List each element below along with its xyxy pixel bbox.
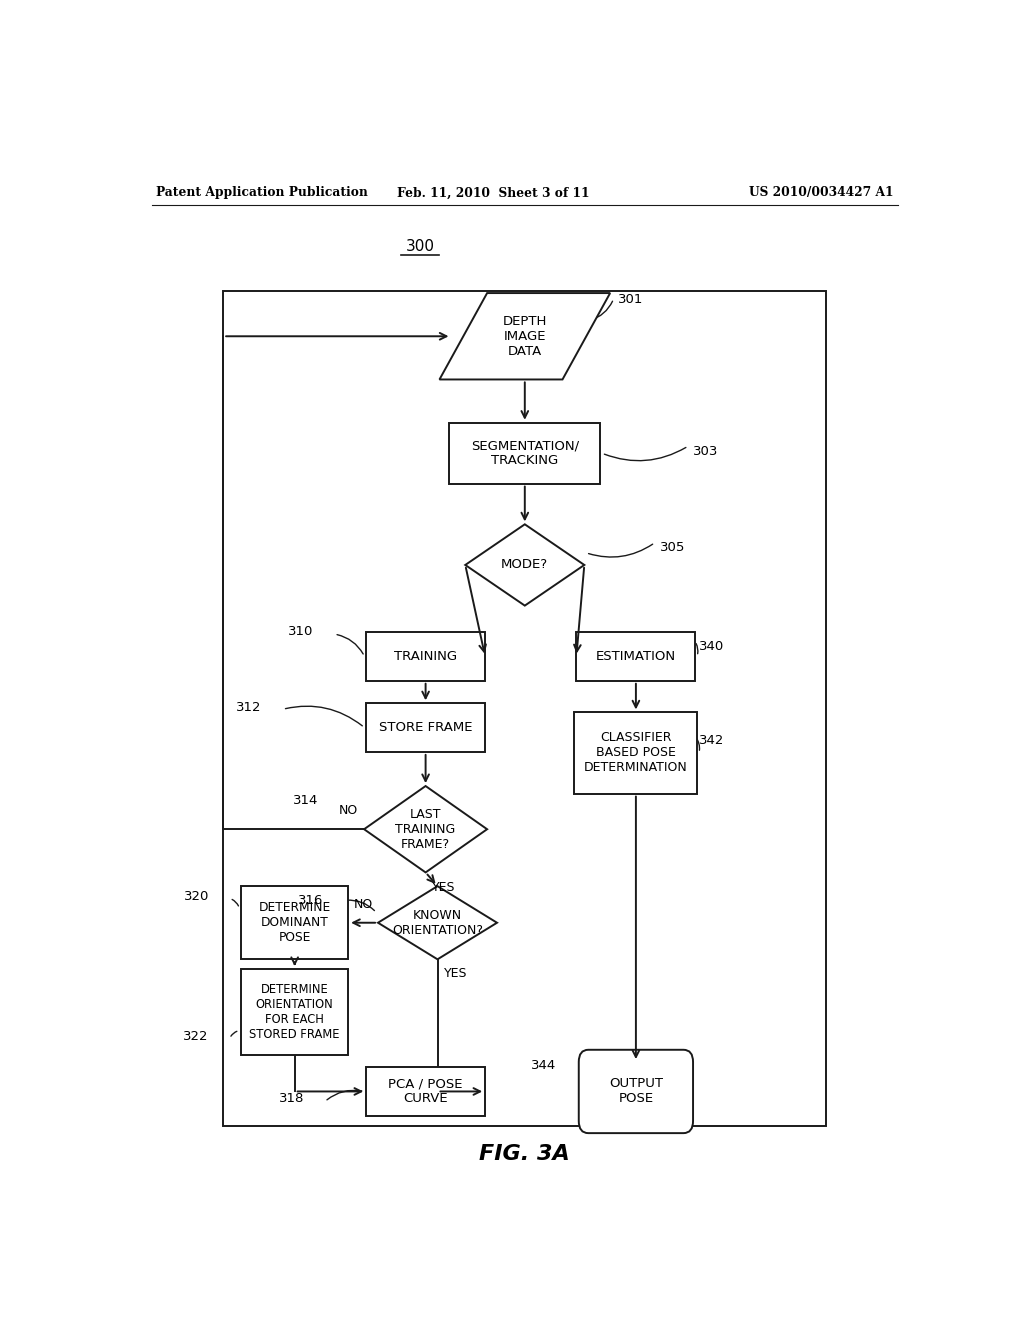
Text: 342: 342 <box>699 734 725 747</box>
Text: DEPTH
IMAGE
DATA: DEPTH IMAGE DATA <box>503 314 547 358</box>
Text: 305: 305 <box>659 541 685 554</box>
FancyBboxPatch shape <box>241 886 348 960</box>
Text: 300: 300 <box>406 239 434 253</box>
Text: ESTIMATION: ESTIMATION <box>596 649 676 663</box>
FancyBboxPatch shape <box>579 1049 693 1133</box>
FancyBboxPatch shape <box>367 1067 485 1115</box>
FancyBboxPatch shape <box>574 713 697 793</box>
Text: 301: 301 <box>618 293 644 306</box>
Polygon shape <box>465 524 585 606</box>
Text: MODE?: MODE? <box>501 558 549 572</box>
Text: 318: 318 <box>279 1092 304 1105</box>
Text: NO: NO <box>354 898 373 911</box>
Text: Feb. 11, 2010  Sheet 3 of 11: Feb. 11, 2010 Sheet 3 of 11 <box>397 186 589 199</box>
Text: DETERMINE
DOMINANT
POSE: DETERMINE DOMINANT POSE <box>258 902 331 944</box>
Text: STORE FRAME: STORE FRAME <box>379 721 472 734</box>
FancyBboxPatch shape <box>577 632 695 681</box>
Text: DETERMINE
ORIENTATION
FOR EACH
STORED FRAME: DETERMINE ORIENTATION FOR EACH STORED FR… <box>250 983 340 1041</box>
FancyBboxPatch shape <box>241 969 348 1056</box>
Text: YES: YES <box>443 968 467 981</box>
Text: 312: 312 <box>236 701 261 714</box>
Text: 303: 303 <box>693 445 719 458</box>
Text: 320: 320 <box>183 890 209 903</box>
Polygon shape <box>365 785 487 873</box>
FancyBboxPatch shape <box>367 704 485 752</box>
Text: SEGMENTATION/
TRACKING: SEGMENTATION/ TRACKING <box>471 440 579 467</box>
FancyBboxPatch shape <box>450 422 600 483</box>
Text: LAST
TRAINING
FRAME?: LAST TRAINING FRAME? <box>395 808 456 850</box>
Text: YES: YES <box>432 880 456 894</box>
Text: 310: 310 <box>288 624 313 638</box>
Polygon shape <box>378 886 497 960</box>
Text: OUTPUT
POSE: OUTPUT POSE <box>609 1077 663 1105</box>
Text: 340: 340 <box>699 640 725 653</box>
Text: 344: 344 <box>531 1059 557 1072</box>
Text: KNOWN
ORIENTATION?: KNOWN ORIENTATION? <box>392 908 483 937</box>
Text: CLASSIFIER
BASED POSE
DETERMINATION: CLASSIFIER BASED POSE DETERMINATION <box>584 731 688 775</box>
Text: US 2010/0034427 A1: US 2010/0034427 A1 <box>750 186 894 199</box>
Text: PCA / POSE
CURVE: PCA / POSE CURVE <box>388 1077 463 1105</box>
Text: 322: 322 <box>183 1030 209 1043</box>
Text: 314: 314 <box>293 795 318 808</box>
Text: TRAINING: TRAINING <box>394 649 457 663</box>
Text: 316: 316 <box>298 894 324 907</box>
Text: FIG. 3A: FIG. 3A <box>479 1144 570 1164</box>
FancyBboxPatch shape <box>223 290 826 1126</box>
Text: NO: NO <box>339 804 357 817</box>
Polygon shape <box>439 293 610 379</box>
FancyBboxPatch shape <box>367 632 485 681</box>
Text: Patent Application Publication: Patent Application Publication <box>156 186 368 199</box>
